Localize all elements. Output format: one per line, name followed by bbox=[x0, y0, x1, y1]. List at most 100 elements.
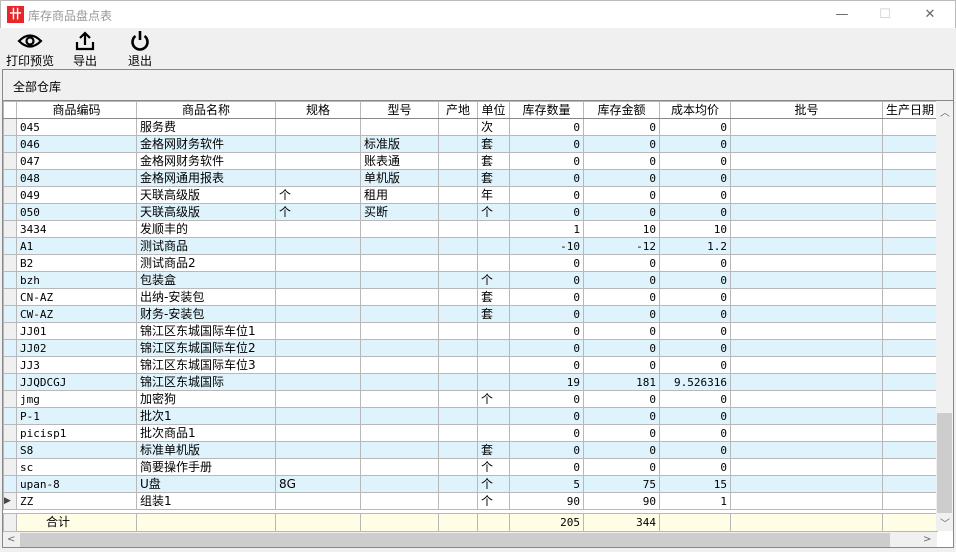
cell[interactable]: 0 bbox=[659, 305, 731, 323]
cell[interactable] bbox=[438, 169, 478, 187]
row-header[interactable] bbox=[3, 305, 17, 323]
table-row[interactable]: 050 天联高级版个买断个 0 0 0 bbox=[3, 203, 939, 221]
cell[interactable]: 0 bbox=[509, 305, 584, 323]
cell[interactable] bbox=[360, 441, 439, 459]
exit-button[interactable]: 退出 bbox=[125, 30, 155, 69]
cell[interactable] bbox=[360, 288, 439, 306]
cell[interactable] bbox=[881, 169, 939, 187]
cell[interactable] bbox=[275, 271, 361, 289]
table-row[interactable]: picisp1 批次商品1 0 0 0 bbox=[3, 424, 939, 442]
row-header[interactable] bbox=[3, 373, 17, 391]
cell[interactable] bbox=[881, 237, 939, 255]
cell[interactable] bbox=[275, 373, 361, 391]
cell[interactable]: 0 bbox=[509, 356, 584, 374]
cell[interactable] bbox=[881, 288, 939, 306]
cell[interactable] bbox=[360, 373, 439, 391]
cell[interactable] bbox=[881, 407, 939, 425]
cell[interactable] bbox=[275, 254, 361, 272]
cell[interactable]: JJ02 bbox=[16, 339, 137, 357]
cell[interactable]: JJ01 bbox=[16, 322, 137, 340]
cell[interactable] bbox=[360, 237, 439, 255]
cell[interactable] bbox=[438, 458, 478, 476]
cell[interactable]: 0 bbox=[509, 407, 584, 425]
column-header[interactable]: 商品编码 bbox=[16, 101, 137, 119]
cell[interactable]: JJ3 bbox=[16, 356, 137, 374]
cell[interactable] bbox=[360, 254, 439, 272]
cell[interactable]: 个 bbox=[477, 390, 510, 408]
cell[interactable]: 测试商品2 bbox=[136, 254, 276, 272]
cell[interactable]: 0 bbox=[509, 458, 584, 476]
cell[interactable] bbox=[730, 322, 883, 340]
table-row[interactable]: 046 金格网财务软件 标准版套 0 0 0 bbox=[3, 135, 939, 153]
cell[interactable] bbox=[730, 390, 883, 408]
table-row[interactable]: 047 金格网财务软件 账表通套 0 0 0 bbox=[3, 152, 939, 170]
cell[interactable]: 套 bbox=[477, 135, 510, 153]
cell[interactable]: upan-8 bbox=[16, 475, 137, 493]
cell[interactable] bbox=[477, 407, 510, 425]
cell[interactable]: 包装盒 bbox=[136, 271, 276, 289]
cell[interactable] bbox=[438, 254, 478, 272]
cell[interactable] bbox=[275, 135, 361, 153]
cell[interactable]: 锦江区东城国际 bbox=[136, 373, 276, 391]
cell[interactable]: 天联高级版 bbox=[136, 203, 276, 221]
cell[interactable]: -12 bbox=[583, 237, 660, 255]
cell[interactable] bbox=[477, 220, 510, 238]
cell[interactable]: 5 bbox=[509, 475, 584, 493]
cell[interactable] bbox=[438, 492, 478, 510]
table-row[interactable]: A1 测试商品 -10 -12 1.2 bbox=[3, 237, 939, 255]
table-row[interactable]: CN-AZ 出纳-安装包套 0 0 0 bbox=[3, 288, 939, 306]
cell[interactable] bbox=[275, 305, 361, 323]
row-header[interactable] bbox=[3, 407, 17, 425]
cell[interactable]: 0 bbox=[659, 407, 731, 425]
cell[interactable] bbox=[438, 135, 478, 153]
cell[interactable] bbox=[360, 390, 439, 408]
cell[interactable]: 买断 bbox=[360, 203, 439, 221]
cell[interactable]: 0 bbox=[659, 186, 731, 204]
cell[interactable]: B2 bbox=[16, 254, 137, 272]
row-header[interactable] bbox=[3, 390, 17, 408]
cell[interactable]: 加密狗 bbox=[136, 390, 276, 408]
cell[interactable]: 0 bbox=[583, 407, 660, 425]
cell[interactable]: 181 bbox=[583, 373, 660, 391]
cell[interactable] bbox=[730, 373, 883, 391]
cell[interactable]: 0 bbox=[659, 254, 731, 272]
cell[interactable]: 套 bbox=[477, 441, 510, 459]
cell[interactable]: CN-AZ bbox=[16, 288, 137, 306]
cell[interactable] bbox=[477, 254, 510, 272]
cell[interactable]: 0 bbox=[659, 356, 731, 374]
column-header[interactable]: 规格 bbox=[275, 101, 361, 119]
table-row[interactable]: S8 标准单机版套 0 0 0 bbox=[3, 441, 939, 459]
row-header[interactable] bbox=[3, 186, 17, 204]
cell[interactable]: 0 bbox=[659, 203, 731, 221]
cell[interactable] bbox=[730, 288, 883, 306]
column-header[interactable]: 型号 bbox=[360, 101, 439, 119]
cell[interactable] bbox=[730, 424, 883, 442]
table-row[interactable]: P-1 批次1 0 0 0 bbox=[3, 407, 939, 425]
cell[interactable]: 0 bbox=[583, 152, 660, 170]
cell[interactable] bbox=[881, 322, 939, 340]
cell[interactable] bbox=[730, 305, 883, 323]
row-header[interactable] bbox=[3, 322, 17, 340]
cell[interactable]: 1 bbox=[509, 220, 584, 238]
cell[interactable] bbox=[881, 390, 939, 408]
cell[interactable] bbox=[360, 271, 439, 289]
cell[interactable] bbox=[438, 322, 478, 340]
cell[interactable]: 锦江区东城国际车位2 bbox=[136, 339, 276, 357]
cell[interactable] bbox=[477, 237, 510, 255]
cell[interactable]: 天联高级版 bbox=[136, 186, 276, 204]
cell[interactable] bbox=[360, 407, 439, 425]
cell[interactable] bbox=[881, 339, 939, 357]
cell[interactable] bbox=[477, 339, 510, 357]
cell[interactable]: 0 bbox=[509, 152, 584, 170]
cell[interactable]: 0 bbox=[509, 271, 584, 289]
row-header[interactable] bbox=[3, 339, 17, 357]
maximize-button[interactable]: ☐ bbox=[879, 7, 891, 22]
cell[interactable] bbox=[438, 118, 478, 136]
cell[interactable]: 锦江区东城国际车位1 bbox=[136, 322, 276, 340]
cell[interactable]: 个 bbox=[477, 475, 510, 493]
cell[interactable] bbox=[881, 135, 939, 153]
cell[interactable] bbox=[360, 220, 439, 238]
cell[interactable]: 0 bbox=[509, 169, 584, 187]
table-row[interactable]: sc 简要操作手册个 0 0 0 bbox=[3, 458, 939, 476]
cell[interactable]: 个 bbox=[477, 203, 510, 221]
